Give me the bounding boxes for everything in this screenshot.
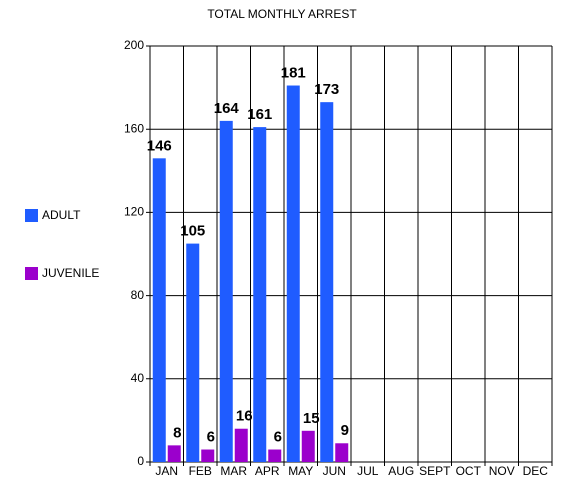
x-tick-label: DEC (523, 464, 549, 478)
x-tick-label: JUN (323, 464, 346, 478)
legend-label: ADULT (42, 208, 81, 222)
bar (167, 445, 181, 462)
data-label: 105 (180, 223, 205, 240)
y-tick-label: 0 (137, 454, 144, 468)
data-label: 16 (236, 408, 253, 425)
data-label: 9 (341, 422, 349, 439)
bar (268, 449, 282, 462)
bar (320, 102, 334, 462)
x-tick-label: JUL (357, 464, 379, 478)
y-tick-label: 200 (124, 38, 144, 52)
data-label: 6 (207, 428, 215, 445)
legend-swatch (25, 267, 38, 280)
bar (335, 443, 349, 462)
x-tick-label: JAN (155, 464, 178, 478)
data-label: 181 (281, 64, 306, 81)
x-tick-label: MAR (220, 464, 247, 478)
x-tick-label: MAY (288, 464, 313, 478)
bar (234, 428, 248, 462)
data-label: 173 (314, 81, 339, 98)
data-label: 164 (214, 100, 240, 117)
y-tick-label: 40 (131, 371, 145, 385)
data-label: 161 (247, 106, 272, 123)
bar (253, 127, 267, 463)
legend-swatch (25, 209, 38, 222)
data-label: 146 (147, 137, 172, 154)
y-tick-label: 120 (124, 205, 144, 219)
data-label: 6 (274, 428, 282, 445)
legend-label: JUVENILE (42, 266, 99, 280)
chart-title: TOTAL MONTHLY ARREST (207, 7, 357, 21)
bar (186, 243, 200, 462)
data-label: 15 (303, 410, 320, 427)
data-label: 8 (173, 424, 181, 441)
x-tick-label: FEB (189, 464, 212, 478)
bar (219, 120, 233, 462)
x-tick-label: AUG (388, 464, 414, 478)
bar (286, 85, 300, 463)
x-tick-label: OCT (456, 464, 482, 478)
y-tick-label: 80 (131, 288, 145, 302)
x-tick-label: SEPT (419, 464, 451, 478)
y-tick-label: 160 (124, 121, 144, 135)
bar (301, 430, 315, 462)
x-tick-label: NOV (489, 464, 515, 478)
bar (152, 158, 166, 462)
bar (201, 449, 215, 462)
x-tick-label: APR (255, 464, 280, 478)
